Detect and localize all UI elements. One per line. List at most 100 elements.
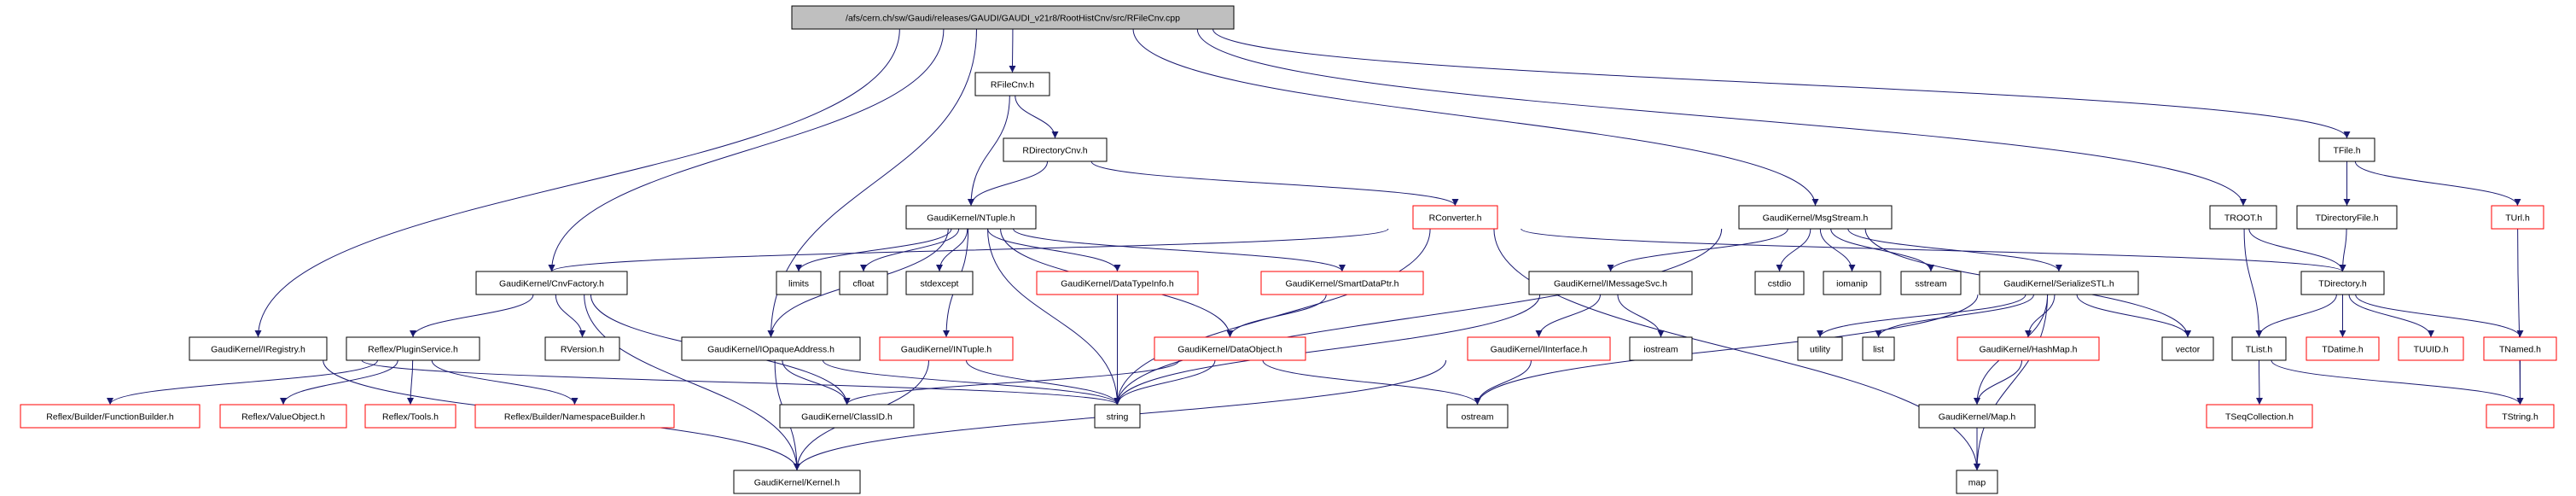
node-box[interactable] [1957,336,2100,361]
node-vector[interactable]: vector [2161,336,2214,361]
node-cstdio[interactable]: cstdio [1754,271,1805,295]
node-box[interactable] [1094,404,1141,429]
node-RVersion[interactable]: RVersion.h [544,336,620,361]
node-box[interactable] [2206,404,2313,429]
node-TROOT[interactable]: TROOT.h [2209,205,2277,230]
node-TString[interactable]: TString.h [2486,404,2555,429]
node-box[interactable] [776,271,822,295]
node-box[interactable] [364,404,456,429]
node-list[interactable]: list [1862,336,1895,361]
node-NamespaceBuilder[interactable]: Reflex/Builder/NamespaceBuilder.h [474,404,675,429]
node-ostream[interactable]: ostream [1446,404,1509,429]
node-box[interactable] [1446,404,1509,429]
node-box[interactable] [2306,336,2380,361]
node-box[interactable] [1956,470,1998,494]
node-box[interactable] [681,336,861,361]
node-iostream[interactable]: iostream [1629,336,1693,361]
node-map[interactable]: map [1956,470,1998,494]
node-box[interactable] [1900,271,1962,295]
node-Map[interactable]: GaudiKernel/Map.h [1918,404,2036,429]
node-TSeqCollection[interactable]: TSeqCollection.h [2206,404,2313,429]
node-box[interactable] [2161,336,2214,361]
node-sstream[interactable]: sstream [1900,271,1962,295]
node-IOpaqueAddress[interactable]: GaudiKernel/IOpaqueAddress.h [681,336,861,361]
node-box[interactable] [905,205,1037,230]
node-box[interactable] [1003,137,1108,162]
node-Tools[interactable]: Reflex/Tools.h [364,404,456,429]
node-TUrl[interactable]: TUrl.h [2491,205,2544,230]
node-IInterface[interactable]: GaudiKernel/IInterface.h [1467,336,1611,361]
node-box[interactable] [779,404,915,429]
node-IMessageSvc[interactable]: GaudiKernel/IMessageSvc.h [1528,271,1693,295]
node-box[interactable] [474,404,675,429]
node-box[interactable] [2483,336,2557,361]
node-CnvFactory[interactable]: GaudiKernel/CnvFactory.h [475,271,628,295]
node-box[interactable] [1528,271,1693,295]
node-MsgStream[interactable]: GaudiKernel/MsgStream.h [1738,205,1893,230]
node-IRegistry[interactable]: GaudiKernel/IRegistry.h [189,336,328,361]
node-box[interactable] [1823,271,1881,295]
node-box[interactable] [905,271,974,295]
node-box[interactable] [879,336,1014,361]
node-box[interactable] [2296,205,2398,230]
node-RDirectoryCnv[interactable]: RDirectoryCnv.h [1003,137,1108,162]
node-box[interactable] [1260,271,1424,295]
node-box[interactable] [1979,271,2139,295]
node-TNamed[interactable]: TNamed.h [2483,336,2557,361]
node-string[interactable]: string [1094,404,1141,429]
node-TList[interactable]: TList.h [2231,336,2287,361]
node-box[interactable] [2231,336,2287,361]
node-RFileCnv[interactable]: RFileCnv.h [974,72,1050,96]
node-TDirectoryFile[interactable]: TDirectoryFile.h [2296,205,2398,230]
node-PluginService[interactable]: Reflex/PluginService.h [346,336,480,361]
node-box[interactable] [791,5,1235,30]
node-SmartDataPtr[interactable]: GaudiKernel/SmartDataPtr.h [1260,271,1424,295]
node-box[interactable] [2300,271,2385,295]
node-box[interactable] [20,404,201,429]
node-box[interactable] [189,336,328,361]
node-DataObject[interactable]: GaudiKernel/DataObject.h [1154,336,1306,361]
node-box[interactable] [1754,271,1805,295]
node-box[interactable] [1862,336,1895,361]
node-box[interactable] [2209,205,2277,230]
node-TDatime[interactable]: TDatime.h [2306,336,2380,361]
node-box[interactable] [1036,271,1199,295]
node-box[interactable] [2398,336,2464,361]
node-HashMap[interactable]: GaudiKernel/HashMap.h [1957,336,2100,361]
node-ClassID[interactable]: GaudiKernel/ClassID.h [779,404,915,429]
node-box[interactable] [839,271,888,295]
node-box[interactable] [2318,137,2375,162]
node-cfloat[interactable]: cfloat [839,271,888,295]
node-box[interactable] [475,271,628,295]
node-TUUID[interactable]: TUUID.h [2398,336,2464,361]
node-box[interactable] [346,336,480,361]
node-NTuple[interactable]: GaudiKernel/NTuple.h [905,205,1037,230]
node-RConverter[interactable]: RConverter.h [1412,205,1498,230]
node-box[interactable] [1629,336,1693,361]
node-SerializeSTL[interactable]: GaudiKernel/SerializeSTL.h [1979,271,2139,295]
node-box[interactable] [2491,205,2544,230]
node-stdexcept[interactable]: stdexcept [905,271,974,295]
node-box[interactable] [1738,205,1893,230]
node-FunctionBuilder[interactable]: Reflex/Builder/FunctionBuilder.h [20,404,201,429]
node-Kernel[interactable]: GaudiKernel/Kernel.h [733,470,861,494]
node-TFile[interactable]: TFile.h [2318,137,2375,162]
node-box[interactable] [544,336,620,361]
node-utility[interactable]: utility [1797,336,1843,361]
node-iomanip[interactable]: iomanip [1823,271,1881,295]
node-box[interactable] [1412,205,1498,230]
node-DataTypeInfo[interactable]: GaudiKernel/DataTypeInfo.h [1036,271,1199,295]
node-box[interactable] [1154,336,1306,361]
node-root[interactable]: /afs/cern.ch/sw/Gaudi/releases/GAUDI/GAU… [791,5,1235,30]
node-TDirectory[interactable]: TDirectory.h [2300,271,2385,295]
node-box[interactable] [2486,404,2555,429]
node-box[interactable] [733,470,861,494]
node-INTuple[interactable]: GaudiKernel/INTuple.h [879,336,1014,361]
node-limits[interactable]: limits [776,271,822,295]
node-box[interactable] [974,72,1050,96]
node-box[interactable] [219,404,347,429]
node-box[interactable] [1797,336,1843,361]
node-box[interactable] [1918,404,2036,429]
node-ValueObject[interactable]: Reflex/ValueObject.h [219,404,347,429]
node-box[interactable] [1467,336,1611,361]
